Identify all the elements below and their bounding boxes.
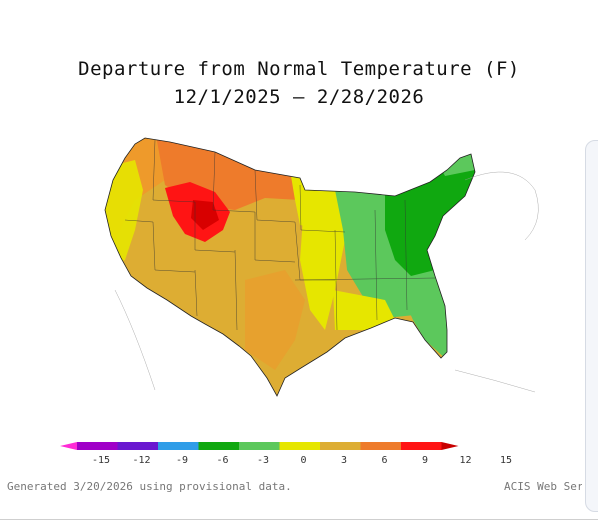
legend-tick-label: -3	[257, 455, 269, 466]
legend-tick-label: 6	[381, 455, 387, 466]
legend-arrow-low	[60, 442, 77, 450]
legend-arrow-high	[441, 442, 459, 450]
legend-swatch	[239, 442, 280, 450]
legend-tick-label: -15	[92, 455, 110, 466]
legend-tick-label: -6	[216, 455, 228, 466]
legend-swatch	[117, 442, 158, 450]
legend-tick-label: 0	[300, 455, 306, 466]
legend-tick-label: -9	[176, 455, 188, 466]
color-scale-legend: -15 -12 -9 -6 -3 0 3 6 9 12 15	[60, 442, 512, 466]
legend-tick-label: -12	[132, 455, 150, 466]
source-credit: ACIS Web Servi	[504, 480, 582, 493]
divider	[0, 519, 598, 520]
generated-note: Generated 3/20/2026 using provisional da…	[7, 480, 292, 493]
legend-swatch	[279, 442, 320, 450]
side-panel	[585, 140, 598, 512]
legend-swatch	[360, 442, 401, 450]
legend-swatch	[401, 442, 442, 450]
map-date-range: 12/1/2025 – 2/28/2026	[173, 86, 425, 108]
legend-tick-label: 9	[422, 455, 428, 466]
map-title: Departure from Normal Temperature (F)	[78, 58, 520, 80]
legend-swatch	[158, 442, 199, 450]
legend-swatch	[198, 442, 239, 450]
legend-swatch	[77, 442, 118, 450]
temperature-departure-map	[104, 137, 539, 397]
legend-tick-label: 12	[459, 455, 471, 466]
legend-tick-label: 15	[500, 455, 512, 466]
legend-swatch	[320, 442, 361, 450]
legend-tick-label: 3	[341, 455, 347, 466]
